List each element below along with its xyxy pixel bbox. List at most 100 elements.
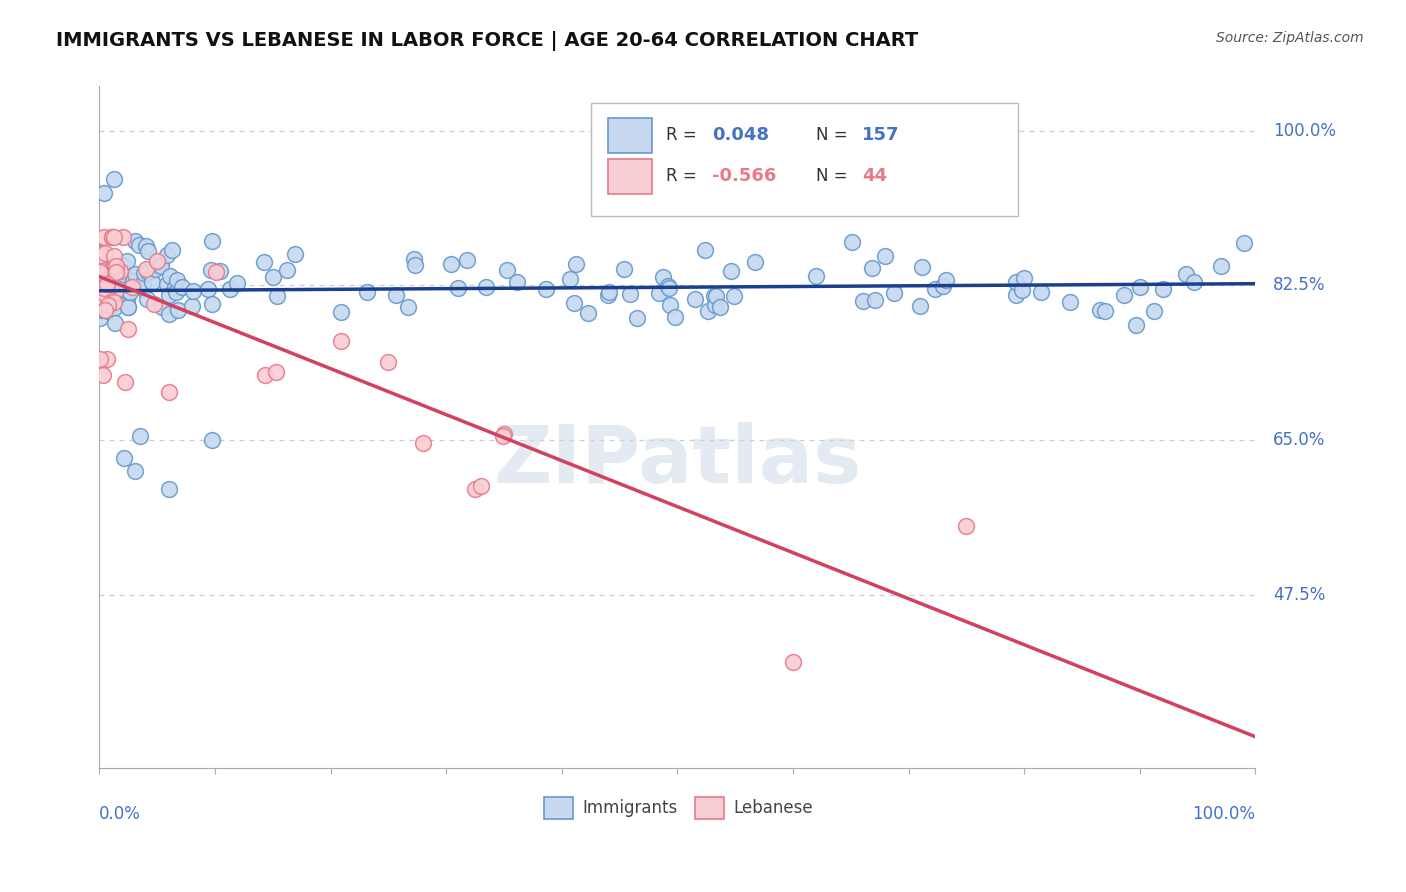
Point (1012, 271, 1035, 285)
Point (284, 247, 307, 261)
Point (94, 294, 117, 309)
Point (117, 301, 139, 315)
Text: 44: 44 (862, 168, 887, 186)
Text: Source: ZipAtlas.com: Source: ZipAtlas.com (1216, 31, 1364, 45)
Point (908, 299, 931, 313)
Point (475, 280, 498, 294)
Point (201, 234, 224, 248)
Point (128, 238, 150, 252)
Point (107, 265, 129, 279)
Point (576, 306, 599, 320)
Point (492, 426, 515, 441)
Point (695, 243, 717, 257)
Point (648, 286, 671, 301)
Point (883, 286, 905, 301)
Point (1004, 288, 1026, 302)
Point (170, 280, 193, 294)
Point (121, 280, 143, 294)
Text: 100.0%: 100.0% (1272, 121, 1336, 140)
Point (558, 272, 581, 286)
Point (598, 285, 620, 299)
Point (90, 248, 112, 262)
Point (91, 302, 114, 317)
Point (1011, 284, 1033, 298)
Point (200, 263, 222, 277)
Point (706, 289, 728, 303)
Point (262, 270, 284, 285)
Point (104, 260, 127, 274)
Point (1112, 288, 1135, 302)
Point (103, 270, 125, 285)
Point (94, 302, 117, 317)
Point (329, 305, 352, 319)
Point (226, 276, 249, 290)
Point (1209, 259, 1232, 273)
Point (104, 283, 127, 297)
Point (875, 249, 897, 263)
Point (115, 285, 138, 299)
Point (703, 298, 725, 312)
Point (924, 281, 946, 295)
Point (456, 253, 478, 268)
Point (863, 293, 886, 307)
Point (89, 351, 111, 366)
Point (404, 252, 426, 266)
Point (112, 285, 135, 300)
Point (112, 229, 135, 244)
Point (93, 229, 115, 244)
Point (1005, 275, 1028, 289)
Text: 100.0%: 100.0% (1192, 805, 1256, 823)
Point (1175, 267, 1198, 281)
Point (89, 246, 111, 260)
Point (200, 434, 222, 448)
Point (157, 385, 180, 400)
Point (97, 298, 120, 312)
Point (1143, 304, 1166, 318)
Point (89, 298, 111, 312)
Point (159, 268, 181, 283)
Point (470, 479, 492, 493)
Point (658, 298, 681, 312)
Point (804, 268, 827, 283)
Point (209, 264, 232, 278)
Text: 0.048: 0.048 (711, 127, 769, 145)
Point (149, 259, 172, 273)
Point (89, 260, 111, 275)
Point (112, 450, 135, 465)
Point (115, 254, 138, 268)
Point (167, 303, 190, 318)
Point (89, 310, 111, 325)
Point (129, 429, 152, 443)
Text: Lebanese: Lebanese (733, 799, 813, 817)
Point (96, 277, 118, 291)
Point (93, 186, 115, 200)
Point (155, 277, 177, 292)
Point (96, 287, 118, 301)
Point (1182, 275, 1205, 289)
Point (93, 281, 115, 295)
Point (782, 655, 804, 669)
Point (100, 229, 122, 244)
Point (496, 263, 519, 277)
Point (439, 257, 461, 271)
Point (120, 285, 142, 299)
Point (1094, 303, 1116, 318)
Point (103, 280, 125, 294)
Point (104, 265, 127, 279)
Point (89, 281, 111, 295)
Point (356, 285, 378, 300)
Point (108, 283, 131, 297)
Point (619, 286, 641, 301)
Point (377, 354, 399, 368)
Point (115, 293, 138, 307)
Point (117, 300, 139, 314)
Point (135, 238, 157, 252)
Point (613, 262, 636, 277)
Point (110, 273, 132, 287)
Point (103, 278, 125, 293)
Point (181, 284, 204, 298)
FancyBboxPatch shape (607, 159, 652, 194)
Point (111, 268, 134, 282)
Text: Immigrants: Immigrants (582, 799, 678, 817)
Point (103, 295, 125, 310)
